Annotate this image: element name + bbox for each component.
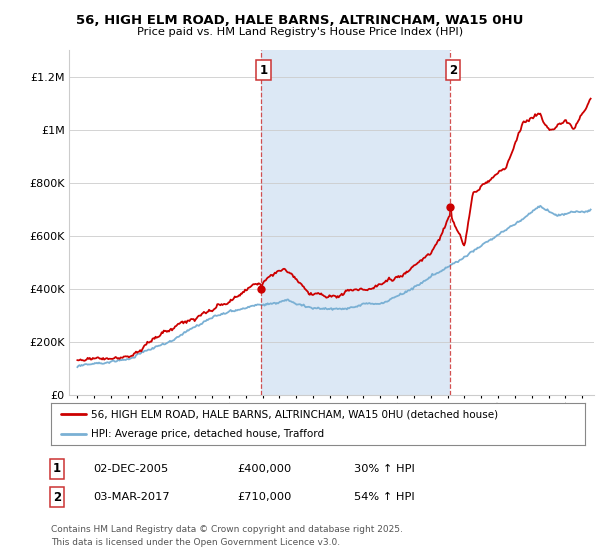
Text: Contains HM Land Registry data © Crown copyright and database right 2025.
This d: Contains HM Land Registry data © Crown c…	[51, 525, 403, 547]
Text: £400,000: £400,000	[237, 464, 291, 474]
Text: 54% ↑ HPI: 54% ↑ HPI	[354, 492, 415, 502]
Text: 1: 1	[53, 462, 61, 475]
Text: 2: 2	[449, 64, 457, 77]
Text: Price paid vs. HM Land Registry's House Price Index (HPI): Price paid vs. HM Land Registry's House …	[137, 27, 463, 37]
Text: 03-MAR-2017: 03-MAR-2017	[93, 492, 170, 502]
Text: 56, HIGH ELM ROAD, HALE BARNS, ALTRINCHAM, WA15 0HU: 56, HIGH ELM ROAD, HALE BARNS, ALTRINCHA…	[76, 14, 524, 27]
Text: 56, HIGH ELM ROAD, HALE BARNS, ALTRINCHAM, WA15 0HU (detached house): 56, HIGH ELM ROAD, HALE BARNS, ALTRINCHA…	[91, 409, 498, 419]
Text: 2: 2	[53, 491, 61, 504]
Text: 02-DEC-2005: 02-DEC-2005	[93, 464, 168, 474]
Text: 1: 1	[260, 64, 268, 77]
Text: £710,000: £710,000	[237, 492, 292, 502]
Text: HPI: Average price, detached house, Trafford: HPI: Average price, detached house, Traf…	[91, 429, 324, 438]
Bar	[261, 50, 451, 395]
Text: 30% ↑ HPI: 30% ↑ HPI	[354, 464, 415, 474]
